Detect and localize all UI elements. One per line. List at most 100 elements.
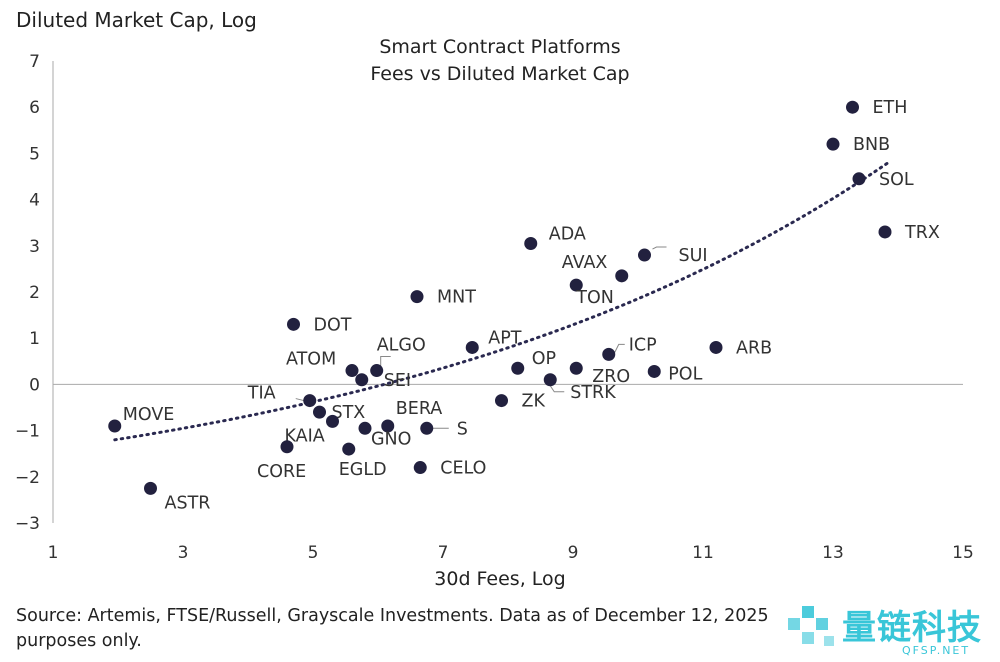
y-tick-label: −1 — [15, 422, 40, 442]
y-tick-label: 2 — [29, 283, 40, 303]
leader-line-strk — [549, 385, 565, 393]
point-label-zk: ZK — [522, 392, 546, 412]
point-label-kaia: KAIA — [285, 426, 325, 446]
point-label-pol: POL — [668, 364, 702, 384]
point-move — [108, 419, 122, 433]
point-label-avax: AVAX — [562, 253, 608, 273]
point-tia — [303, 394, 317, 408]
point-label-s: S — [457, 419, 468, 439]
source-line-2: purposes only. — [16, 631, 142, 651]
point-bera — [381, 419, 395, 433]
watermark-text: 量链科技 — [842, 608, 982, 648]
x-tick-label: 9 — [568, 543, 579, 563]
point-label-atom: ATOM — [286, 350, 336, 370]
point-label-eth: ETH — [873, 98, 908, 118]
point-label-zro: ZRO — [592, 367, 630, 387]
point-s — [420, 421, 434, 435]
point-label-arb: ARB — [736, 338, 772, 358]
point-label-gno: GNO — [371, 429, 411, 449]
source-line-1: Source: Artemis, FTSE/Russell, Grayscale… — [16, 606, 769, 626]
watermark-subtext: QFSP.NET — [902, 644, 971, 657]
y-tick-label: 5 — [29, 144, 40, 164]
x-axis-title: 30d Fees, Log — [434, 568, 566, 590]
point-icp — [602, 347, 616, 361]
point-core — [280, 440, 294, 454]
leader-line-icp — [614, 343, 625, 353]
x-tick-label: 7 — [438, 543, 449, 563]
y-tick-label: 7 — [29, 52, 40, 72]
point-zro — [569, 361, 583, 375]
point-label-sei: SEI — [384, 371, 411, 391]
y-tick-label: 0 — [29, 375, 40, 395]
point-algo — [370, 364, 384, 378]
y-tick-label: −2 — [15, 468, 40, 488]
point-label-bera: BERA — [396, 399, 443, 419]
x-tick-label: 3 — [178, 543, 189, 563]
point-trx — [878, 225, 892, 239]
point-label-strk: STRK — [570, 383, 616, 403]
point-ada — [524, 236, 538, 250]
point-stx — [313, 405, 326, 419]
point-kaia — [326, 414, 339, 428]
source-note: Source: Artemis, FTSE/Russell, Grayscale… — [16, 604, 786, 654]
point-label-core: CORE — [257, 462, 306, 482]
point-label-bnb: BNB — [853, 135, 890, 155]
point-arb — [709, 340, 723, 354]
point-dot — [287, 317, 300, 331]
point-label-ton: TON — [575, 288, 614, 308]
chart-title: Smart Contract Platforms — [379, 36, 621, 58]
point-label-move: MOVE — [123, 405, 175, 425]
point-apt — [465, 340, 479, 354]
y-tick-label: 3 — [29, 237, 40, 257]
point-label-algo: ALGO — [377, 336, 426, 356]
point-label-dot: DOT — [314, 315, 352, 335]
watermark-logo: 量链科技 QFSP.NET — [782, 598, 1000, 658]
y-tick-label: 6 — [29, 98, 40, 118]
point-sol — [852, 172, 866, 186]
point-avax — [615, 269, 629, 283]
point-label-egld: EGLD — [339, 460, 387, 480]
trendline — [113, 161, 890, 442]
point-celo — [413, 461, 427, 475]
x-tick-label: 5 — [308, 543, 319, 563]
point-label-trx: TRX — [904, 223, 940, 243]
point-label-astr: ASTR — [165, 493, 211, 513]
point-mnt — [410, 290, 424, 304]
y-tick-label: −3 — [15, 514, 40, 534]
point-pol — [647, 364, 661, 378]
point-sei — [355, 373, 369, 387]
point-strk — [543, 373, 557, 387]
point-egld — [342, 442, 356, 456]
point-label-stx: STX — [332, 403, 366, 423]
point-astr — [144, 481, 157, 495]
point-label-sol: SOL — [879, 170, 914, 190]
point-zk — [495, 394, 508, 408]
x-tick-label: 13 — [822, 543, 844, 563]
point-bnb — [826, 137, 840, 151]
watermark-icon — [788, 606, 834, 646]
x-tick-label: 1 — [48, 543, 59, 563]
chart-subtitle: Fees vs Diluted Market Cap — [370, 63, 630, 85]
point-ton — [569, 278, 583, 292]
leader-line-tia — [295, 398, 304, 402]
x-tick-label: 15 — [952, 543, 974, 563]
point-label-op: OP — [532, 349, 556, 369]
point-label-icp: ICP — [629, 335, 657, 355]
point-label-celo: CELO — [440, 459, 486, 479]
y-tick-label: 1 — [29, 329, 40, 349]
leader-line-algo — [380, 356, 391, 367]
x-tick-label: 11 — [692, 543, 714, 563]
point-atom — [345, 364, 359, 378]
point-label-mnt: MNT — [437, 288, 476, 308]
y-axis-title: Diluted Market Cap, Log — [16, 8, 257, 32]
point-label-ada: ADA — [549, 224, 586, 244]
point-label-sui: SUI — [679, 246, 708, 266]
point-label-apt: APT — [488, 328, 522, 348]
y-tick-label: 4 — [29, 191, 40, 211]
point-eth — [846, 100, 859, 114]
point-gno — [358, 421, 372, 435]
point-label-tia: TIA — [247, 384, 276, 404]
point-sui — [638, 248, 651, 262]
